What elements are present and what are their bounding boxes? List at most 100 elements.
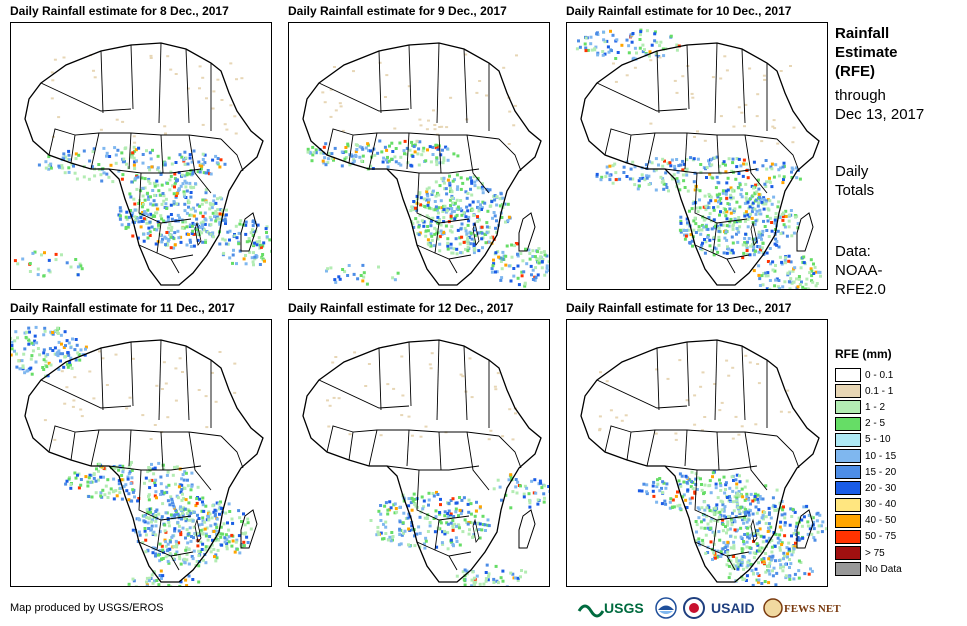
madagascar-outline — [796, 212, 814, 252]
coastline — [24, 42, 264, 286]
country-border — [170, 258, 180, 274]
legend-label: 0 - 0.1 — [865, 369, 894, 381]
country-border — [436, 42, 440, 124]
legend-label: No Data — [865, 563, 902, 575]
africa-rainfall-map — [302, 339, 549, 586]
country-border — [138, 172, 192, 224]
country-border — [498, 138, 522, 172]
rainfall-overlay — [13, 54, 271, 278]
legend-label: 30 - 40 — [865, 499, 897, 511]
data-source: Data: NOAA- RFE2.0 — [835, 242, 886, 299]
legend-label: 0.1 - 1 — [865, 385, 894, 397]
legend-item: 15 - 20 — [835, 464, 925, 480]
madagascar-outline — [518, 212, 536, 252]
legend-swatch — [835, 481, 861, 496]
totals-line: Daily — [835, 163, 869, 180]
legend-swatch — [835, 513, 861, 528]
country-border — [416, 469, 470, 521]
through-date-value: Dec 13, 2017 — [835, 106, 925, 123]
rainfall-map — [566, 319, 828, 587]
country-border — [416, 541, 436, 551]
legend-swatch — [835, 497, 861, 512]
country-border — [646, 429, 778, 467]
country-border — [170, 555, 180, 571]
legend-label: 1 - 2 — [865, 401, 886, 413]
country-border — [408, 44, 412, 110]
country-border — [498, 435, 522, 469]
country-border — [686, 44, 690, 110]
country-border — [596, 82, 688, 112]
rainfall-overlay — [326, 351, 549, 586]
legend-swatch — [835, 449, 861, 464]
country-border — [438, 431, 442, 471]
country-border — [160, 134, 164, 174]
country-border — [438, 134, 442, 174]
legend-label: 15 - 20 — [865, 466, 897, 478]
legend-item: 5 - 10 — [835, 432, 925, 448]
data-line: Data: — [835, 243, 871, 260]
country-border — [130, 341, 134, 407]
fewsnet-logo-text: FEWS NET — [784, 603, 841, 615]
legend-swatch — [835, 384, 861, 399]
country-border — [776, 138, 800, 172]
country-border — [448, 258, 458, 274]
legend-label: > 75 — [865, 547, 885, 559]
madagascar-outline — [240, 509, 258, 549]
panel-title: Daily Rainfall estimate for 12 Dec., 201… — [288, 301, 514, 315]
country-border — [448, 555, 458, 571]
country-border — [626, 132, 656, 164]
rainfall-map — [566, 22, 828, 290]
legend-swatch — [835, 416, 861, 431]
country-border — [70, 429, 100, 461]
country-border — [138, 541, 158, 551]
country-border — [386, 465, 480, 471]
rainfall-map — [10, 319, 272, 587]
rainfall-map — [10, 22, 272, 290]
through-date: through Dec 13, 2017 — [835, 86, 924, 124]
rainfall-overlay — [306, 53, 549, 288]
coastline — [302, 42, 542, 286]
madagascar-outline — [518, 509, 536, 549]
africa-rainfall-map — [580, 339, 827, 586]
country-border — [130, 44, 134, 110]
country-border — [90, 429, 222, 467]
country-border — [368, 429, 500, 467]
legend-item: 0.1 - 1 — [835, 383, 925, 399]
country-border — [158, 339, 162, 421]
country-border — [318, 379, 410, 409]
country-border — [408, 341, 412, 407]
country-border — [466, 134, 490, 194]
legend: RFE (mm) 0 - 0.1 0.1 - 1 1 - 2 2 - 5 5 - 10 1… — [835, 347, 925, 577]
legend-item: 50 - 75 — [835, 529, 925, 545]
daily-totals-label: Daily Totals — [835, 162, 874, 200]
country-border — [466, 431, 490, 491]
map-title: Rainfall Estimate (RFE) — [835, 24, 898, 81]
rainfall-overlay — [575, 28, 822, 289]
country-border — [776, 435, 800, 469]
legend-label: 5 - 10 — [865, 434, 891, 446]
country-border — [726, 258, 736, 274]
rainfall-map — [288, 22, 550, 290]
legend-item: 40 - 50 — [835, 513, 925, 529]
madagascar-outline — [796, 509, 814, 549]
country-border — [684, 429, 688, 467]
usgs-logo: USGS — [577, 597, 649, 619]
country-border — [406, 429, 410, 467]
legend-item: 2 - 5 — [835, 416, 925, 432]
panel-title: Daily Rainfall estimate for 13 Dec., 201… — [566, 301, 792, 315]
country-border — [220, 138, 244, 172]
country-border — [434, 519, 472, 557]
panel-title: Daily Rainfall estimate for 8 Dec., 2017 — [10, 4, 229, 18]
panel-title: Daily Rainfall estimate for 10 Dec., 201… — [566, 4, 792, 18]
country-border — [156, 222, 194, 260]
country-border — [741, 48, 746, 124]
country-border — [626, 429, 656, 461]
title-line: (RFE) — [835, 63, 875, 80]
country-border — [156, 519, 194, 557]
country-border — [416, 172, 470, 224]
usgs-logo-text: USGS — [604, 600, 644, 616]
country-border — [100, 50, 104, 114]
africa-rainfall-map — [302, 42, 549, 288]
legend-title: RFE (mm) — [835, 347, 892, 361]
legend-swatch — [835, 465, 861, 480]
